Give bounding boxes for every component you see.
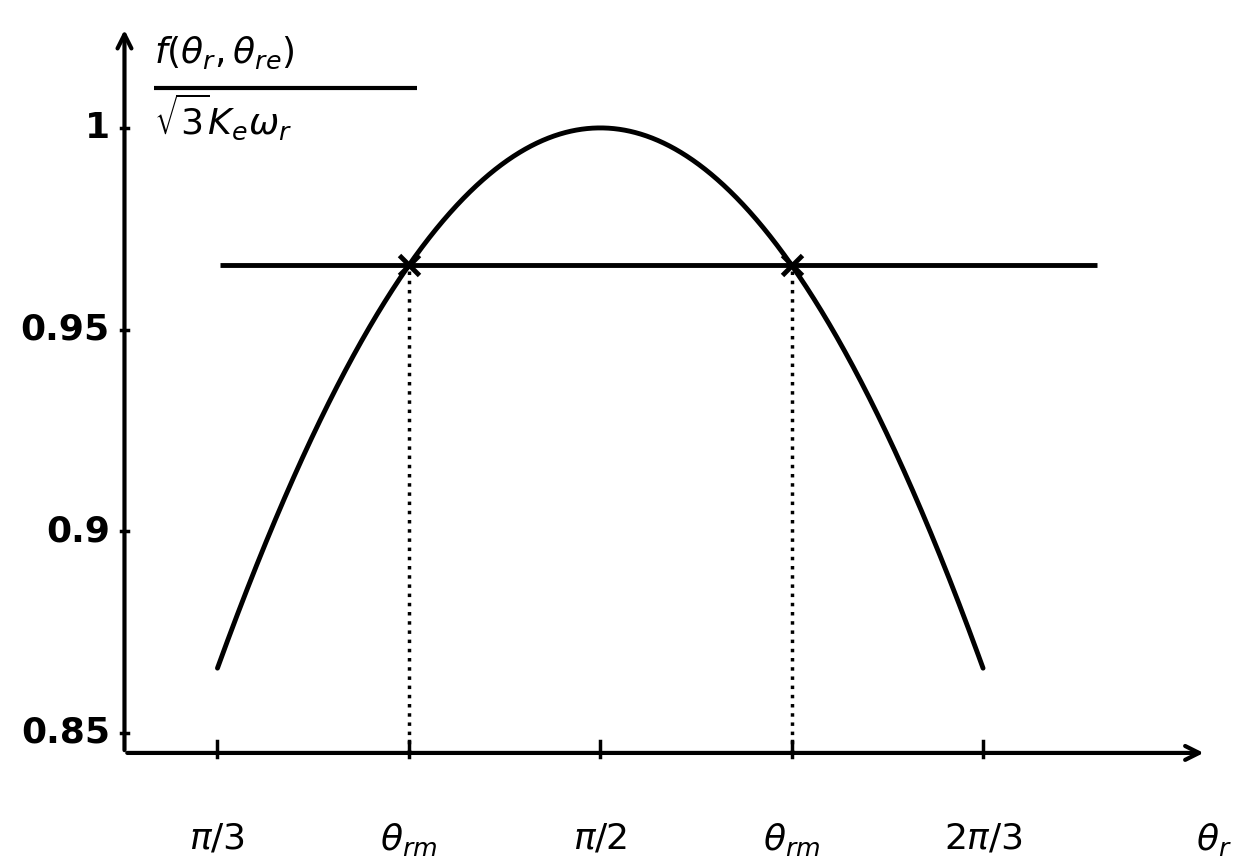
Text: $\sqrt{3}K_e\omega_r$: $\sqrt{3}K_e\omega_r$	[154, 91, 291, 142]
Text: 0.9: 0.9	[46, 514, 110, 548]
Text: $2\pi/3$: $2\pi/3$	[944, 821, 1023, 856]
Text: $\theta_{rm}$: $\theta_{rm}$	[763, 821, 821, 858]
Text: $f(\theta_r,\theta_{re})$: $f(\theta_r,\theta_{re})$	[154, 35, 295, 71]
Text: $\pi/3$: $\pi/3$	[190, 821, 246, 856]
Text: $\pi/2$: $\pi/2$	[573, 821, 627, 856]
Text: 1: 1	[84, 111, 110, 145]
Text: $\theta_r$: $\theta_r$	[1195, 821, 1231, 858]
Text: 0.85: 0.85	[21, 715, 110, 750]
Text: $\theta_{rm}$: $\theta_{rm}$	[381, 821, 438, 858]
Text: 0.95: 0.95	[21, 313, 110, 346]
